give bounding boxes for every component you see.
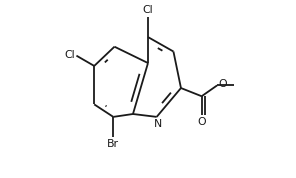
Text: O: O bbox=[218, 79, 227, 89]
Text: O: O bbox=[197, 117, 206, 127]
Text: Br: Br bbox=[107, 139, 119, 149]
Text: N: N bbox=[153, 119, 162, 129]
Text: Cl: Cl bbox=[143, 5, 153, 15]
Text: Cl: Cl bbox=[64, 50, 75, 60]
